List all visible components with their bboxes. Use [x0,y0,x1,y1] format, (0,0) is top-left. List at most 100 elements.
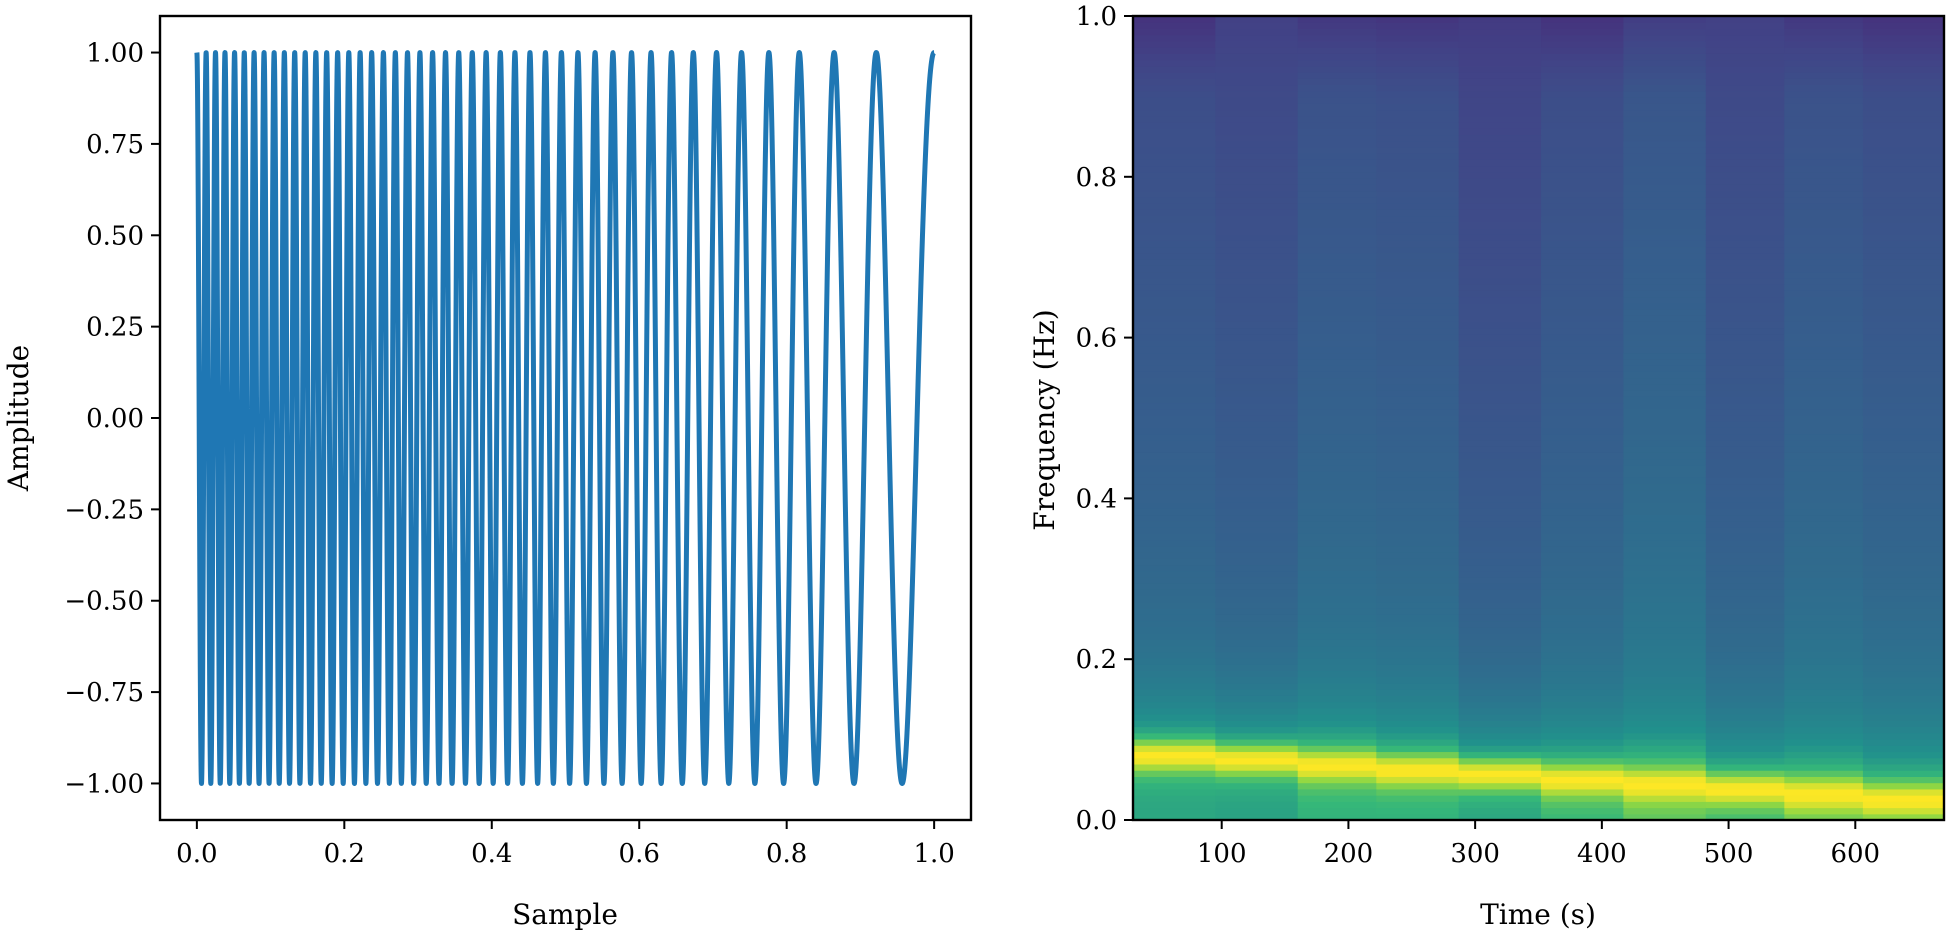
spectrogram-cell [1862,284,1944,291]
spectrogram-cell [1623,234,1707,241]
spectrogram-cell [1623,215,1707,223]
spectrogram-cell [1376,707,1460,715]
spectrogram-cell [1297,358,1377,366]
spectrogram-cell [1862,695,1944,703]
spectrogram-cell [1541,427,1624,435]
spectrogram-cell [1862,614,1944,622]
spectrogram-cell [1623,552,1707,559]
spectrogram-cell [1297,495,1377,503]
spectrogram-cell [1215,59,1299,67]
spectrogram-cell [1458,495,1542,503]
spectrogram-cell [1133,707,1216,715]
spectrogram-cell [1541,639,1624,647]
spectrogram-cell [1133,28,1216,36]
spectrogram-cell [1623,165,1707,173]
spectrogram-cell [1376,78,1460,86]
spectrogram-cell [1541,620,1624,628]
spectrogram-cell [1623,246,1707,254]
spectrogram-cell [1784,564,1864,572]
spectrogram-cell [1376,620,1460,628]
spectrogram-cell [1215,97,1299,104]
spectrogram-cell [1133,178,1216,185]
spectrogram-cell [1376,595,1460,603]
spectrogram-cell [1623,421,1707,428]
spectrogram-cell [1458,427,1542,435]
spectrogram-cell [1297,620,1377,628]
spectrogram-cell [1541,65,1624,73]
spectrogram-cell [1862,527,1944,534]
spectrogram-cell [1784,414,1864,422]
spectrogram-cell [1297,751,1377,759]
spectrogram-cell [1133,807,1216,815]
spectrogram-cell [1862,365,1944,372]
spectrogram-cell [1784,813,1864,820]
spectrogram-cell [1862,539,1944,547]
spectrogram-cell [1215,290,1299,298]
spectrogram-cell [1623,377,1707,385]
waveform-y-tick-label: 0.75 [86,130,144,160]
spectrogram-cell [1297,558,1377,566]
spectrogram-cell [1297,97,1377,104]
spectrogram-cell [1215,701,1299,709]
spectrogram-cell [1297,346,1377,354]
spectrogram-cell [1133,489,1216,497]
spectrogram-cell [1376,327,1460,335]
spectrogram-cell [1215,202,1299,210]
spectrogram-cell [1458,28,1542,36]
spectrogram-cell [1458,732,1542,740]
spectrogram-cell [1133,458,1216,466]
spectrogram-cell [1705,589,1785,597]
spectrogram-cell [1705,795,1785,802]
spectrogram-cell [1297,701,1377,709]
spectrogram-cell [1458,184,1542,192]
spectrogram-cell [1376,545,1460,553]
spectrogram-cell [1862,184,1944,192]
spectrogram-cell [1705,171,1785,179]
spectrogram-cell [1376,34,1460,42]
spectrogram-cell [1215,751,1299,759]
spectrogram-cell [1541,801,1624,809]
spectrogram-cell [1297,508,1377,516]
spectrogram-cell [1215,770,1299,777]
spectrogram-cell [1297,552,1377,559]
spectrogram-cell [1623,40,1707,48]
waveform-y-tick-label: −0.50 [64,587,144,617]
spectrogram-cell [1376,140,1460,148]
spectrogram-cell [1541,726,1624,734]
spectrogram-cell [1862,215,1944,223]
spectrogram-cell [1862,227,1944,235]
spectrogram-cell [1133,720,1216,728]
spectrogram-cell [1705,252,1785,260]
spectrogram-cell [1297,72,1377,79]
spectrogram-cell [1297,527,1377,534]
spectrogram-cell [1705,16,1785,23]
spectrogram-cell [1541,601,1624,609]
spectrogram-cell [1133,121,1216,129]
spectrogram-cell [1133,408,1216,416]
spectrogram-cell [1623,178,1707,185]
spectrogram-cell [1623,227,1707,235]
spectrogram-cell [1297,707,1377,715]
spectrogram-cell [1376,639,1460,647]
spectrogram-cell [1376,657,1460,665]
spectrogram-cell [1376,458,1460,466]
spectrogram-cell [1784,801,1864,809]
spectrogram-cell [1133,502,1216,509]
spectrogram-cell [1133,545,1216,553]
spectrogram-cell [1376,365,1460,372]
spectrogram-cell [1784,40,1864,48]
spectrogram-cell [1623,558,1707,566]
spectrogram-cell [1458,321,1542,329]
spectrogram-cell [1376,738,1460,746]
waveform-x-axis-label: Sample [512,898,618,931]
spectrogram-cell [1541,78,1624,86]
spectrogram-cell [1623,153,1707,160]
spectrogram-cell [1458,645,1542,653]
spectrogram-cell [1541,246,1624,254]
spectrogram-cell [1705,595,1785,603]
spectrogram-y-tick-label: 0.6 [1076,324,1117,354]
spectrogram-cell [1705,215,1785,223]
spectrogram-cell [1297,153,1377,160]
spectrogram-cell [1458,539,1542,547]
spectrogram-cell [1862,352,1944,360]
